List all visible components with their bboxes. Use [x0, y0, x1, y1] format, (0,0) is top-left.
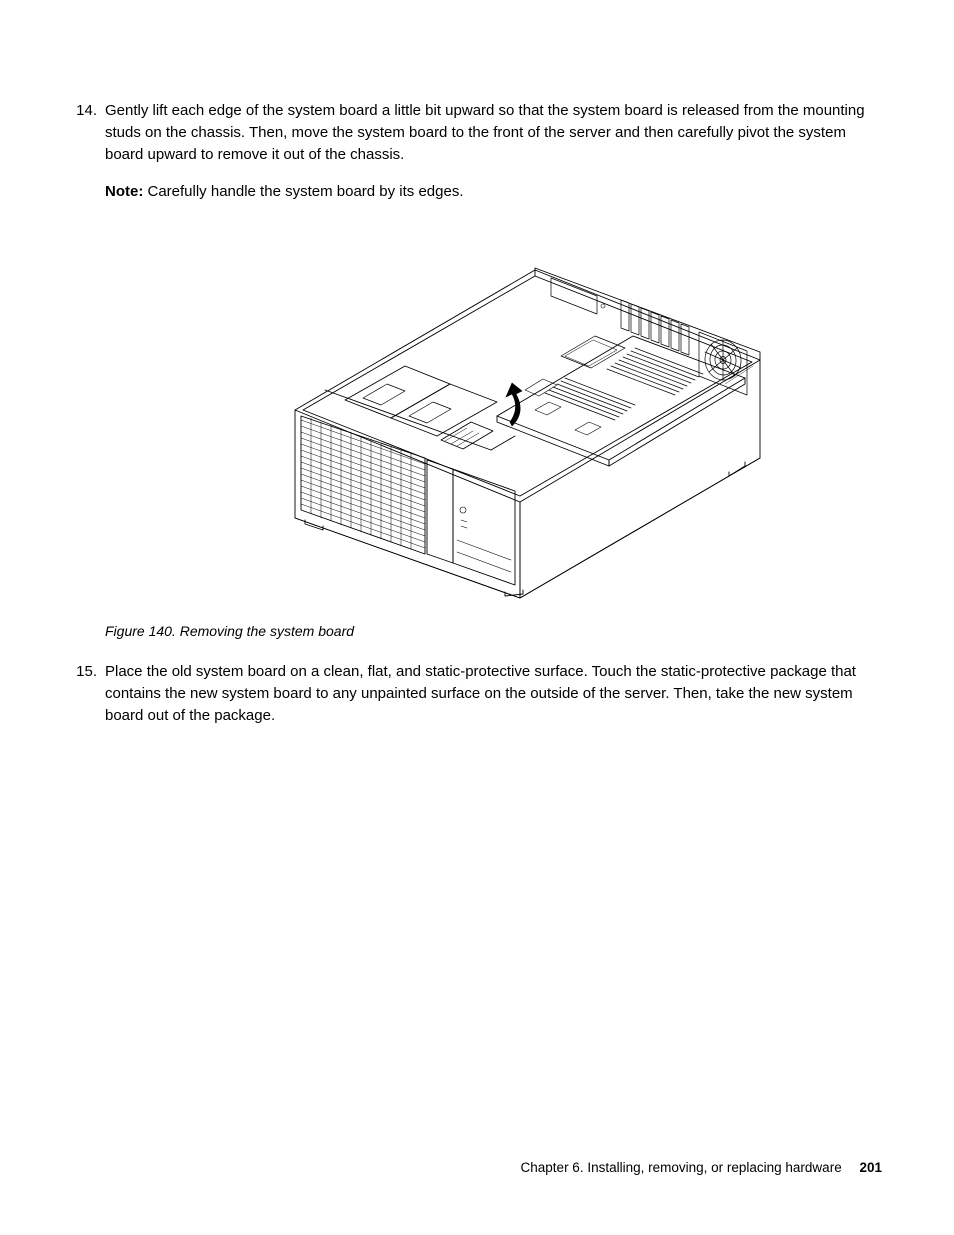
step-body: Place the old system board on a clean, f…	[105, 661, 884, 726]
step-number: 15.	[70, 661, 105, 726]
note: Note: Carefully handle the system board …	[105, 181, 884, 203]
figure-caption: Figure 140. Removing the system board	[105, 623, 884, 639]
step-number: 14.	[70, 100, 105, 217]
step-body: Gently lift each edge of the system boar…	[105, 100, 884, 217]
footer-chapter: Chapter 6. Installing, removing, or repl…	[521, 1160, 842, 1175]
footer-page-number: 201	[859, 1160, 882, 1175]
step-14: 14. Gently lift each edge of the system …	[70, 100, 884, 217]
server-chassis-svg	[205, 240, 785, 600]
figure-illustration	[190, 235, 800, 605]
figure-wrap: Figure 140. Removing the system board	[105, 235, 884, 639]
note-text: Carefully handle the system board by its…	[143, 183, 463, 200]
step-text: Place the old system board on a clean, f…	[105, 663, 856, 724]
step-text: Gently lift each edge of the system boar…	[105, 102, 865, 163]
note-label: Note:	[105, 183, 143, 200]
page-footer: Chapter 6. Installing, removing, or repl…	[521, 1160, 882, 1175]
page: 14. Gently lift each edge of the system …	[0, 0, 954, 1235]
step-15: 15. Place the old system board on a clea…	[70, 661, 884, 726]
